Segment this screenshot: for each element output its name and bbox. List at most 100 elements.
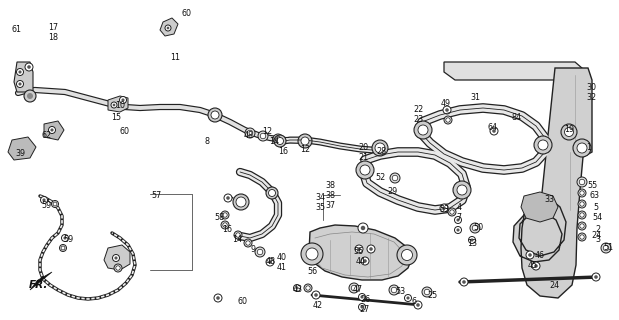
Circle shape (389, 285, 399, 295)
Circle shape (19, 83, 22, 85)
Text: 56: 56 (353, 246, 363, 255)
Circle shape (578, 233, 586, 241)
Polygon shape (309, 225, 412, 280)
Circle shape (356, 161, 374, 179)
Circle shape (165, 25, 171, 31)
Circle shape (113, 254, 119, 261)
Circle shape (578, 200, 586, 208)
Circle shape (457, 185, 467, 195)
Polygon shape (521, 192, 558, 222)
Text: 60: 60 (119, 126, 129, 135)
Text: 60: 60 (238, 298, 248, 307)
Circle shape (416, 303, 420, 307)
Circle shape (233, 194, 249, 210)
Text: 49: 49 (441, 99, 451, 108)
Circle shape (274, 135, 286, 147)
Circle shape (367, 245, 375, 253)
Text: 14: 14 (232, 235, 242, 244)
Circle shape (454, 217, 462, 223)
Text: 24: 24 (549, 281, 559, 290)
Text: 7: 7 (456, 213, 462, 222)
Circle shape (580, 235, 584, 239)
Text: 59: 59 (42, 201, 52, 210)
Circle shape (48, 126, 56, 133)
Circle shape (490, 127, 498, 135)
Polygon shape (513, 68, 592, 298)
Text: 23: 23 (413, 116, 423, 124)
Text: 12: 12 (300, 146, 310, 155)
Circle shape (306, 286, 310, 290)
Circle shape (269, 189, 275, 196)
Circle shape (361, 257, 369, 265)
Text: 3: 3 (595, 235, 600, 244)
Text: 63: 63 (589, 191, 599, 201)
Text: 45: 45 (528, 260, 538, 269)
Polygon shape (44, 121, 64, 140)
Circle shape (469, 236, 475, 244)
Circle shape (579, 179, 585, 185)
Circle shape (580, 224, 584, 228)
Circle shape (402, 250, 412, 260)
Circle shape (470, 223, 480, 233)
Text: 57: 57 (151, 190, 161, 199)
Circle shape (216, 296, 220, 300)
Text: FR.: FR. (28, 280, 48, 290)
Text: 47: 47 (353, 285, 363, 294)
Circle shape (306, 248, 318, 260)
Circle shape (577, 143, 587, 153)
Text: 61: 61 (12, 26, 22, 35)
Circle shape (573, 139, 591, 157)
Circle shape (472, 225, 478, 231)
Circle shape (442, 206, 446, 210)
Text: 52: 52 (375, 173, 385, 182)
Text: 25: 25 (427, 291, 437, 300)
Circle shape (27, 93, 33, 99)
Circle shape (445, 108, 449, 112)
Circle shape (116, 266, 120, 270)
Circle shape (440, 204, 448, 212)
Circle shape (115, 256, 118, 260)
Circle shape (293, 284, 300, 292)
Text: 5: 5 (594, 203, 599, 212)
Text: 38: 38 (325, 180, 335, 189)
Circle shape (301, 243, 323, 265)
Circle shape (17, 81, 24, 87)
Circle shape (404, 294, 412, 301)
Circle shape (418, 125, 428, 135)
Circle shape (532, 262, 540, 270)
Circle shape (40, 196, 48, 204)
Text: 8: 8 (204, 137, 209, 146)
Circle shape (226, 196, 230, 200)
Circle shape (601, 243, 611, 253)
Circle shape (43, 198, 46, 202)
Circle shape (358, 293, 365, 300)
Text: 42: 42 (313, 300, 323, 309)
Circle shape (578, 222, 586, 230)
Circle shape (119, 97, 126, 103)
Circle shape (351, 285, 357, 291)
Circle shape (266, 258, 274, 266)
Polygon shape (8, 137, 36, 160)
Text: 16: 16 (278, 147, 288, 156)
Circle shape (460, 278, 468, 286)
Text: 54: 54 (592, 213, 602, 222)
Text: 15: 15 (111, 113, 121, 122)
Circle shape (258, 131, 268, 141)
Circle shape (214, 294, 222, 302)
Text: 29: 29 (387, 188, 397, 196)
Circle shape (578, 211, 586, 219)
Circle shape (298, 134, 312, 148)
Circle shape (448, 208, 456, 216)
Circle shape (462, 280, 466, 284)
Circle shape (61, 246, 65, 250)
Text: 9: 9 (251, 244, 256, 253)
Text: 59: 59 (63, 236, 73, 244)
Circle shape (360, 305, 363, 308)
Circle shape (414, 301, 422, 309)
Circle shape (273, 134, 283, 144)
Circle shape (312, 291, 320, 299)
Text: 39: 39 (15, 148, 25, 157)
Circle shape (454, 227, 462, 234)
Circle shape (407, 296, 410, 300)
Text: 41: 41 (277, 262, 287, 271)
